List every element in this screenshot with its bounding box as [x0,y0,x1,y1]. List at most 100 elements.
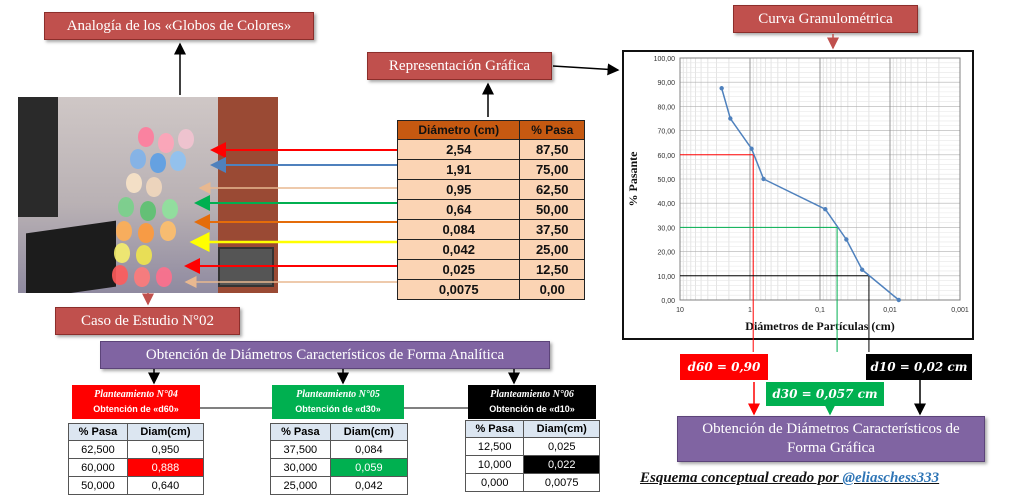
approach-d10-subtitle: Obtención de «d10» [489,404,575,414]
approach-d60-label: Planteamiento N°04 Obtención de «d60» [72,385,200,419]
diam-cell: 0,042 [329,476,409,495]
diam-cell-highlight: 0,888 [126,458,205,477]
d30-result: d30 = 0,057 cm [766,382,884,406]
pass-header: % Pasa [464,420,525,438]
pass-cell: 37,50 [519,219,585,240]
d30-table: % Pasa Diam(cm) 37,500 0,084 30,000 0,059 2… [270,423,409,495]
balloons-photo [18,97,278,293]
diameter-cell: 0,084 [396,219,521,240]
y-axis-title: % Pasante [626,151,640,207]
approach-d60-subtitle: Obtención de «d60» [93,404,179,414]
table-row: 37,500 0,084 [270,440,409,459]
y-tick-label: 30,00 [657,225,675,232]
pass-cell: 62,500 [68,440,128,459]
granulometric-chart-frame [622,50,974,340]
pass-cell: 50,00 [519,199,585,220]
data-point [749,146,754,151]
table-row: 0,042 25,00 [396,239,585,260]
y-tick-label: 20,00 [657,250,675,257]
y-tick-label: 40,00 [657,201,675,208]
diam-cell-highlight: 0,059 [329,458,409,477]
data-point [859,267,865,272]
diam-cell: 0,640 [126,476,205,495]
diameter-cell: 1,91 [396,159,521,180]
particle-size-table: Diámetro (cm) % Pasa 2,54 87,50 1,91 75,00… [396,120,585,300]
credit-prefix: Esquema conceptual creado por [640,470,843,486]
graphic-representation-label: Representación Gráfica [367,52,552,80]
table-row: 25,000 0,042 [270,476,409,495]
author-handle[interactable]: @eliaschess333 [842,470,940,486]
pass-header: % Pasa [519,120,585,140]
diam-cell: 0,0075 [523,473,600,492]
y-tick-label: 60,00 [657,153,675,160]
diam-cell: 0,950 [126,440,205,459]
diameter-cell: 0,64 [396,199,521,220]
pass-cell: 87,50 [519,139,585,160]
diameter-header: Diámetro (cm) [396,120,521,140]
approach-d10-label: Planteamiento N°06 Obtención de «d10» [468,385,596,419]
table-row: 30,000 0,059 [270,458,409,477]
curve-line [720,88,900,301]
author-credit: Esquema conceptual creado por @eliasches… [640,470,939,487]
table-row: 10,000 0,022 [464,455,600,474]
curve-title-label: Curva Granulométrica [733,5,918,33]
approach-d30-label: Planteamiento N°05 Obtención de «d30» [272,385,404,419]
plot-area [679,57,961,301]
d60-table: % Pasa Diam(cm) 62,500 0,950 60,000 0,888 5… [68,423,205,495]
pass-cell: 50,000 [68,476,128,495]
pass-header: % Pasa [68,423,128,441]
approach-d30-title: Planteamiento N°05 [296,389,380,400]
table-row: 50,000 0,640 [68,476,205,495]
diameter-cell: 0,025 [396,259,521,280]
table-row: 0,64 50,00 [396,199,585,220]
x-tick-label: 0,1 [815,307,825,314]
y-tick-label: 70,00 [657,129,675,136]
pass-cell: 60,000 [68,458,128,477]
table-row: 0,0075 0,00 [396,279,585,300]
pass-cell: 10,000 [464,455,525,474]
d10-result: d10 = 0,02 cm [866,354,972,380]
pass-cell: 25,000 [270,476,331,495]
diam-cell: 0,025 [523,437,600,456]
approach-d10-title: Planteamiento N°06 [490,389,574,400]
diameter-cell: 0,0075 [396,279,521,300]
x-axis-title: Diámetros de Partículas (cm) [745,319,894,333]
x-tick-label: 0,001 [951,307,969,314]
graphic-method-label: Obtención de Diámetros Característicos d… [677,416,985,462]
data-point [728,116,733,121]
x-tick-label: 10 [676,307,684,314]
table-row: 0,000 0,0075 [464,473,600,492]
d60-result: d60 = 0,90 [680,354,768,380]
y-tick-label: 0,00 [661,298,675,305]
table-row: 12,500 0,025 [464,437,600,456]
table-row: 62,500 0,950 [68,440,205,459]
table-row: 0,084 37,50 [396,219,585,240]
y-tick-label: 10,00 [657,274,675,281]
data-point [761,176,766,182]
approach-d60-title: Planteamiento N°04 [94,389,178,400]
approach-d30-subtitle: Obtención de «d30» [295,404,381,414]
table-row: 60,000 0,888 [68,458,205,477]
pass-cell: 37,500 [270,440,331,459]
data-point [896,297,901,303]
pass-cell: 30,000 [270,458,331,477]
pass-header: % Pasa [270,423,331,441]
analytic-method-label: Obtención de Diámetros Característicos d… [100,341,550,369]
case-study-label: Caso de Estudio N°02 [55,307,240,335]
data-point [719,86,724,91]
y-tick-label: 100,00 [654,56,676,63]
x-tick-label: 0,01 [883,307,897,314]
pass-cell: 25,00 [519,239,585,260]
analogy-label: Analogía de los «Globos de Colores» [44,12,314,40]
diam-header: Diam(cm) [523,420,600,438]
granulometric-curve: 0,0010,0020,0030,0040,0050,0060,0070,008… [626,56,969,352]
x-tick-label: 1 [748,307,752,314]
diameter-cell: 0,042 [396,239,521,260]
table-row: 0,025 12,50 [396,259,585,280]
pass-cell: 0,000 [464,473,525,492]
y-tick-label: 80,00 [657,104,675,111]
y-tick-label: 50,00 [657,177,675,184]
diam-header: Diam(cm) [126,423,205,441]
y-tick-label: 90,00 [657,80,675,87]
